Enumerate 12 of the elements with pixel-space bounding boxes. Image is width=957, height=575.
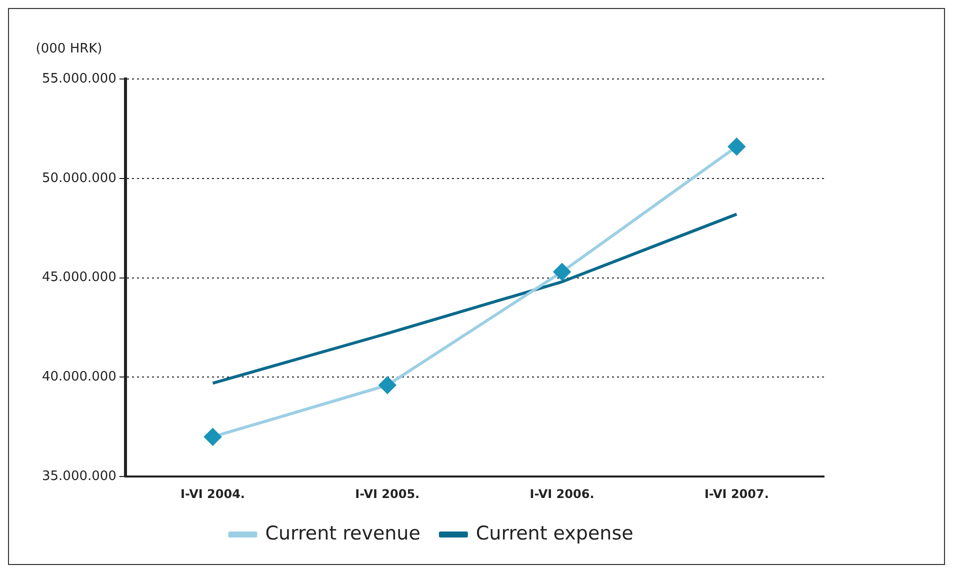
- legend-label: Current revenue: [265, 522, 420, 544]
- y-tick-label: 45.000.000: [42, 270, 116, 286]
- x-tick-label: I-VI 2004.: [180, 486, 245, 501]
- y-tick-label: 40.000.000: [42, 370, 116, 385]
- x-tick-label: I-VI 2006.: [530, 486, 594, 501]
- legend-label: Current expense: [476, 522, 634, 544]
- y-tick-label: 35.000.000: [42, 468, 116, 484]
- y-tick-label: 55.000.000: [42, 71, 116, 86]
- x-tick-label: I-VI 2007.: [704, 486, 769, 501]
- x-tick-label: I-VI 2005.: [355, 486, 420, 501]
- y-axis-title: (000 HRK): [36, 41, 102, 56]
- y-tick-label: 50.000.000: [42, 170, 116, 186]
